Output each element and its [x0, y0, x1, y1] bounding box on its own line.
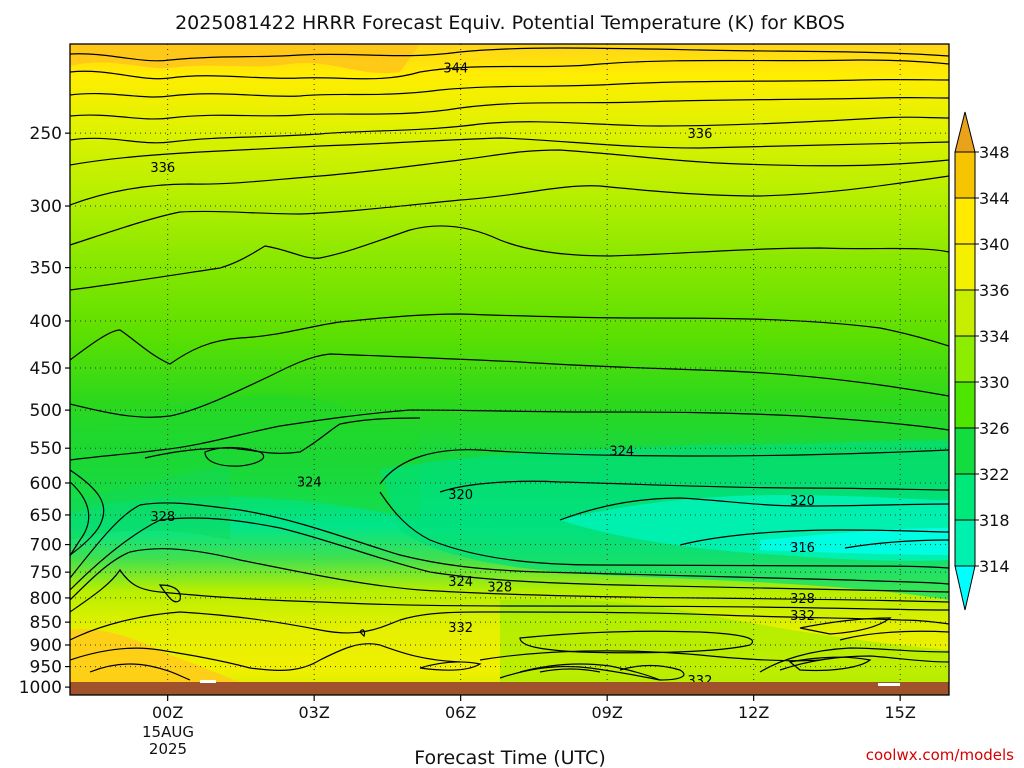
- y-tick-label-850: 850: [30, 613, 62, 633]
- x-date-label-year: 2025: [149, 740, 187, 758]
- contour-label-324: 324: [297, 476, 322, 491]
- x-tick-label-15Z: 15Z: [885, 703, 916, 722]
- ground-terrain: [70, 682, 949, 695]
- y-tick-label-500: 500: [30, 401, 62, 421]
- contour-label-336: 336: [150, 161, 175, 176]
- contour-label-text: 328: [790, 592, 815, 607]
- colorbar-bin-326: [955, 382, 975, 428]
- y-tick-label-800: 800: [30, 589, 62, 609]
- contour-label-text: 320: [790, 494, 815, 509]
- contour-label-text: 332: [448, 621, 473, 636]
- plot-field: 344 336 336 324 324 320 320 328 316 324 328 328 332 3…: [70, 44, 949, 695]
- y-tick-label-750: 750: [30, 563, 62, 583]
- theta-e-field: [70, 44, 949, 695]
- contour-label-text: 324: [297, 476, 322, 491]
- contour-label-text: 316: [790, 541, 815, 556]
- surface-high-region: [70, 629, 240, 682]
- y-tick-label-950: 950: [30, 658, 62, 678]
- y-tick-label-700: 700: [30, 536, 62, 556]
- colorbar-label-340: 340: [979, 235, 1010, 254]
- x-tick-label-06Z: 06Z: [445, 703, 476, 722]
- dotted-grid: [70, 44, 949, 695]
- ground-gap-right: [878, 683, 900, 686]
- surface-green-region: [500, 599, 949, 685]
- contour-label-336: 336: [688, 127, 713, 142]
- contour-label-324: 324: [609, 444, 634, 459]
- y-tick-label-650: 650: [30, 506, 62, 526]
- contour-label-320: 320: [448, 488, 473, 503]
- y-tick-label-350: 350: [30, 259, 62, 279]
- colorbar-bin-344: [955, 152, 975, 198]
- contour-label-text: 344: [443, 61, 468, 76]
- x-tick-label-09Z: 09Z: [592, 703, 623, 722]
- colorbar-label-336: 336: [979, 281, 1010, 300]
- contour-label-332: 332: [448, 621, 473, 636]
- colorbar-label-322: 322: [979, 465, 1010, 484]
- y-tick-label-450: 450: [30, 359, 62, 379]
- colorbar: 314 318 322 326 330 334 336 340 344 348: [954, 111, 1010, 611]
- contour-label-text: 332: [790, 609, 815, 624]
- y-tick-label-600: 600: [30, 474, 62, 494]
- x-tick-label-12Z: 12Z: [738, 703, 769, 722]
- contour-label-layer: 344 336 336 324 324 320 320 328 316 324 328 328 332 3…: [150, 61, 815, 689]
- contour-lines: [70, 47, 949, 681]
- colorbar-bin-318: [955, 474, 975, 520]
- left-low-region: [70, 465, 230, 540]
- y-tick-label-400: 400: [30, 312, 62, 332]
- colorbar-bin-314: [955, 520, 975, 566]
- contour-label-text: 328: [150, 510, 175, 525]
- x-tick-label-03Z: 03Z: [299, 703, 330, 722]
- minimum-core: [760, 528, 949, 555]
- contour-label-text: 328: [487, 580, 512, 595]
- colorbar-label-326: 326: [979, 419, 1010, 438]
- chart-title: 2025081422 HRRR Forecast Equiv. Potentia…: [175, 12, 845, 34]
- ground-gap-left: [200, 680, 216, 683]
- colorbar-label-318: 318: [979, 511, 1010, 530]
- contour-label-text: 320: [448, 488, 473, 503]
- y-axis: 250 300 350 400 450 500 550 600 650 700 750 800 850 9…: [19, 124, 70, 698]
- y-tick-label-550: 550: [30, 439, 62, 459]
- colorbar-label-348: 348: [979, 143, 1010, 162]
- contour-label-text: 324: [448, 575, 473, 590]
- colorbar-bin-336: [955, 244, 975, 290]
- x-axis-title: Forecast Time (UTC): [414, 747, 605, 768]
- contour-label-332: 332: [790, 609, 815, 624]
- contour-label-328: 328: [790, 592, 815, 607]
- credit-text: coolwx.com/models: [866, 746, 1014, 764]
- high-theta-e-region: [70, 44, 420, 74]
- x-date-label-day: 15AUG: [142, 723, 194, 741]
- x-tick-label-00Z: 00Z: [152, 703, 183, 722]
- contour-label-344: 344: [443, 61, 468, 76]
- colorbar-bin-340: [955, 198, 975, 244]
- contour-label-328: 328: [150, 510, 175, 525]
- colorbar-label-344: 344: [979, 189, 1010, 208]
- contour-label-320: 320: [790, 494, 815, 509]
- colorbar-label-314: 314: [979, 557, 1010, 576]
- colorbar-label-334: 334: [979, 327, 1010, 346]
- y-tick-label-250: 250: [30, 124, 62, 144]
- x-axis: 00Z 03Z 06Z 09Z 12Z 15Z: [152, 695, 916, 722]
- y-tick-label-300: 300: [30, 197, 62, 217]
- colorbar-extend-low: [954, 565, 976, 611]
- colorbar-bin-334: [955, 290, 975, 336]
- contour-label-316: 316: [790, 541, 815, 556]
- contour-label-328: 328: [487, 580, 512, 595]
- y-tick-label-900: 900: [30, 636, 62, 656]
- contour-label-324: 324: [448, 575, 473, 590]
- y-tick-label-1000: 1000: [19, 678, 62, 698]
- colorbar-bin-330: [955, 336, 975, 382]
- colorbar-label-330: 330: [979, 373, 1010, 392]
- contour-label-text: 336: [150, 161, 175, 176]
- colorbar-bin-322: [955, 428, 975, 474]
- colorbar-extend-high: [954, 111, 976, 153]
- contour-label-text: 324: [609, 444, 634, 459]
- plot-frame: [69, 43, 950, 696]
- contour-label-text: 336: [688, 127, 713, 142]
